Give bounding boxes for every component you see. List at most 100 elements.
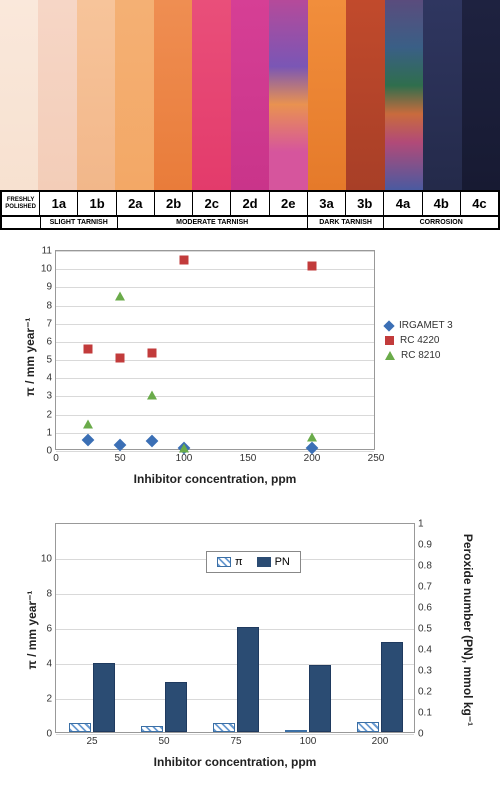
- scatter-xtick: 150: [240, 449, 257, 464]
- scatter-point: [179, 444, 189, 453]
- bar-group: [357, 642, 403, 732]
- scatter-ytick: 1: [46, 427, 56, 438]
- tarnish-swatch: [385, 0, 423, 190]
- bar-y2-tick: 0.6: [414, 603, 432, 614]
- tarnish-group-blank: [2, 217, 41, 228]
- bar-y2-tick: 0.2: [414, 687, 432, 698]
- scatter-ytick: 9: [46, 282, 56, 293]
- bar-y1-tick: 10: [41, 554, 56, 565]
- tarnish-swatch: [462, 0, 500, 190]
- scatter-legend-item: RC 8210: [385, 350, 453, 361]
- scatter-ytick: 7: [46, 318, 56, 329]
- bar-y2-tick: 0: [414, 729, 424, 740]
- bar-group: [285, 665, 331, 732]
- tarnish-group-row: SLIGHT TARNISHMODERATE TARNISHDARK TARNI…: [0, 217, 500, 230]
- tarnish-swatch: [269, 0, 307, 190]
- bar-y2-tick: 0.1: [414, 708, 432, 719]
- bar-y1-tick: 8: [46, 589, 56, 600]
- tarnish-swatch: [154, 0, 192, 190]
- bar-group: [213, 627, 259, 732]
- tarnish-swatch: [77, 0, 115, 190]
- bar: [165, 682, 187, 732]
- bar: [381, 642, 403, 732]
- bar-chart-panel: π / mm year⁻¹ Peroxide number (PN), mmol…: [0, 503, 500, 800]
- bar: [93, 663, 115, 732]
- bar: [309, 665, 331, 732]
- bar-xtick: 50: [158, 732, 169, 747]
- scatter-ylabel: π / mm year⁻¹: [23, 297, 37, 417]
- scatter-point: [115, 292, 125, 301]
- tarnish-swatch: [192, 0, 230, 190]
- scatter-ytick: 8: [46, 300, 56, 311]
- bar-y2-tick: 0.7: [414, 582, 432, 593]
- scatter-ytick: 2: [46, 409, 56, 420]
- scatter-ytick: 11: [42, 246, 56, 257]
- tarnish-group-cell: MODERATE TARNISH: [118, 217, 308, 228]
- bar-group: [69, 663, 115, 732]
- bar-plot-area: 024681000.10.20.30.40.50.60.70.80.912550…: [55, 523, 415, 733]
- tarnish-group-cell: CORROSION: [384, 217, 498, 228]
- scatter-ytick: 4: [46, 373, 56, 384]
- scatter-chart-panel: π / mm year⁻¹ 01234567891011050100150200…: [0, 240, 500, 497]
- bar-y1-label: π / mm year⁻¹: [25, 560, 39, 700]
- scatter-plot-area: 01234567891011050100150200250: [55, 250, 375, 450]
- tarnish-swatch: [38, 0, 76, 190]
- bar-xtick: 25: [86, 732, 97, 747]
- tarnish-swatch: [346, 0, 384, 190]
- bar: [237, 627, 259, 732]
- tarnish-swatch-freshly: [0, 0, 38, 190]
- tarnish-color-strip: [0, 0, 500, 190]
- tarnish-group-cell: SLIGHT TARNISH: [41, 217, 118, 228]
- bar-group: [141, 682, 187, 732]
- scatter-xlabel: Inhibitor concentration, ppm: [55, 472, 375, 486]
- bar-xlabel: Inhibitor concentration, ppm: [55, 755, 415, 769]
- scatter-point: [180, 256, 189, 265]
- bar-y1-tick: 2: [46, 694, 56, 705]
- bar-legend-item: PN: [257, 556, 290, 568]
- scatter-point: [148, 348, 157, 357]
- tarnish-code-cell: 2e: [270, 192, 308, 215]
- tarnish-code-cell: 1b: [78, 192, 116, 215]
- tarnish-code-cell: 2b: [155, 192, 193, 215]
- scatter-point: [116, 354, 125, 363]
- scatter-legend-item: IRGAMET 3: [385, 320, 453, 331]
- bar: [357, 722, 379, 733]
- bar-legend-item: π: [217, 556, 243, 568]
- scatter-point: [308, 261, 317, 270]
- tarnish-code-cell: 2c: [193, 192, 231, 215]
- tarnish-code-row: FRESHLY POLISHED1a1b2a2b2c2d2e3a3b4a4b4c: [0, 190, 500, 217]
- tarnish-code-cell: 2a: [117, 192, 155, 215]
- bar: [213, 723, 235, 733]
- tarnish-code-freshly: FRESHLY POLISHED: [2, 192, 40, 215]
- scatter-point: [146, 435, 159, 448]
- tarnish-swatch: [115, 0, 153, 190]
- tarnish-group-cell: DARK TARNISH: [308, 217, 385, 228]
- tarnish-code-cell: 2d: [231, 192, 269, 215]
- tarnish-code-cell: 3a: [308, 192, 346, 215]
- scatter-legend: IRGAMET 3 RC 4220 RC 8210: [385, 320, 453, 365]
- scatter-ytick: 6: [46, 336, 56, 347]
- tarnish-code-cell: 4b: [423, 192, 461, 215]
- tarnish-swatch: [423, 0, 461, 190]
- scatter-point: [82, 434, 95, 447]
- bar-y2-tick: 0.3: [414, 666, 432, 677]
- scatter-ytick: 3: [46, 391, 56, 402]
- bar-y2-tick: 1: [414, 519, 424, 530]
- tarnish-code-cell: 4a: [384, 192, 422, 215]
- tarnish-code-cell: 3b: [346, 192, 384, 215]
- bar-xtick: 100: [300, 732, 317, 747]
- tarnish-swatch: [231, 0, 269, 190]
- bar-y2-tick: 0.9: [414, 540, 432, 551]
- bar-xtick: 75: [230, 732, 241, 747]
- bar-legend: π PN: [206, 551, 301, 573]
- scatter-legend-item: RC 4220: [385, 335, 453, 346]
- tarnish-code-cell: 1a: [40, 192, 78, 215]
- bar-y1-tick: 6: [46, 624, 56, 635]
- tarnish-reference-panel: FRESHLY POLISHED1a1b2a2b2c2d2e3a3b4a4b4c…: [0, 0, 500, 230]
- bar-y2-tick: 0.5: [414, 624, 432, 635]
- scatter-point: [83, 419, 93, 428]
- scatter-ytick: 5: [46, 355, 56, 366]
- scatter-point: [147, 390, 157, 399]
- scatter-point: [84, 345, 93, 354]
- tarnish-swatch: [308, 0, 346, 190]
